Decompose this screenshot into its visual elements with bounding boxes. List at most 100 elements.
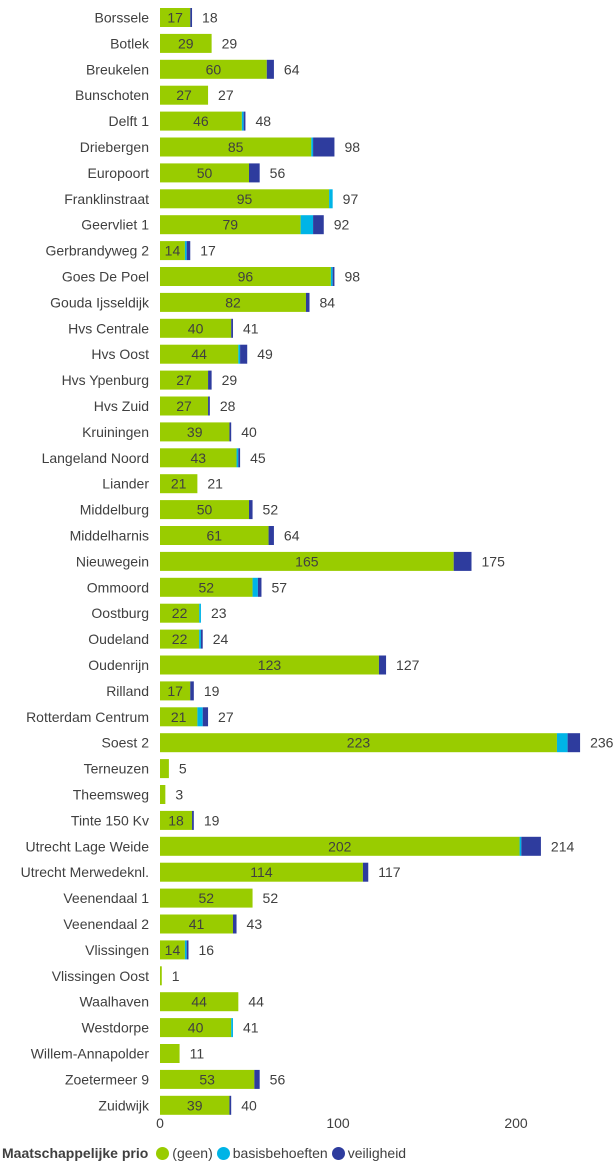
bar-segment-geen [160,1069,255,1089]
data-label: 39 [187,424,203,440]
bar-segment-geen [160,888,253,908]
bar-segment-veiligheid [249,500,253,520]
category-label: Veenendaal 2 [63,916,149,932]
bar-segment-veiligheid [332,267,335,286]
legend-item-basisbehoeften[interactable]: basisbehoeften [216,1145,328,1161]
category-label: Liander [102,476,149,492]
data-label: 44 [191,346,207,362]
legend-item-veiligheid[interactable]: veiligheid [331,1145,406,1161]
bar-segment-veiligheid [231,318,233,338]
total-label: 5 [179,761,187,777]
bar-segment-veiligheid [240,344,248,364]
bar-segment-basisbehoeften [184,940,187,960]
data-label: 18 [168,812,184,828]
bar-segment-veiligheid [305,292,310,312]
bar-segment-basisbehoeften [231,1018,233,1038]
bar-segment-basisbehoeften [184,241,187,261]
data-label: 22 [172,631,188,647]
total-label: 97 [343,191,359,207]
data-label: 27 [176,398,192,414]
data-label: 82 [225,294,241,310]
bar-segment-geen [160,318,232,338]
legend-dot-icon [156,1146,170,1160]
category-label: Vlissingen [85,942,149,958]
category-label: Terneuzen [84,761,149,777]
total-label: 92 [334,217,350,233]
bar-segment-geen [160,8,191,27]
total-label: 84 [320,294,336,310]
data-label: 29 [178,35,194,51]
category-label: Franklinstraat [64,191,149,207]
legend-item-geen[interactable]: (geen) [156,1145,213,1161]
bar-segment-geen [160,629,200,649]
category-label: Oostburg [91,605,149,621]
bar-segment-veiligheid [190,8,193,27]
category-label: Hvs Oost [91,346,149,362]
data-label: 17 [167,10,183,26]
total-label: 44 [248,994,264,1010]
category-label: Ommoord [87,579,149,595]
bar-segment-veiligheid [378,655,387,675]
total-label: 214 [551,838,575,854]
bar-segment-geen [160,733,557,753]
total-label: 56 [270,1071,286,1087]
total-label: 3 [175,787,183,803]
bar-segment-geen [160,33,212,53]
total-label: 41 [243,1020,259,1036]
legend: Maatschappelijke prio (geen) basisbehoef… [2,1145,410,1161]
total-label: 1 [172,968,180,984]
total-label: 40 [241,1097,257,1113]
bar-segment-basisbehoeften [197,707,203,727]
bar-segment-veiligheid [268,526,274,545]
total-label: 29 [222,372,238,388]
bar-segment-veiligheid [192,810,194,830]
bar-segment-veiligheid [362,862,369,882]
bar-segment-geen [160,370,209,390]
category-label: Goes De Poel [62,269,149,285]
bar-segment-geen [160,655,379,675]
total-label: 40 [241,424,257,440]
bar-segment-veiligheid [453,551,472,571]
data-label: 21 [171,709,187,725]
bar-segment-veiligheid [232,914,237,934]
total-label: 57 [271,579,287,595]
total-label: 49 [257,346,273,362]
bar-segment-geen [160,707,198,727]
bar-segment-basisbehoeften [238,344,241,364]
category-label: Soest 2 [102,735,150,751]
bar-segment-veiligheid [229,1095,232,1115]
category-label: Europoort [88,165,150,181]
bar-segment-geen [160,551,454,571]
total-label: 11 [190,1046,205,1062]
total-label: 27 [218,709,234,725]
bar-segment-geen [160,836,520,856]
legend-dot-icon [331,1146,345,1160]
category-label: Driebergen [80,139,149,155]
bar-segment-basisbehoeften [519,836,522,856]
bar-segment-geen [160,862,363,882]
bar-segment-geen [160,85,209,105]
category-label: Hvs Zuid [94,398,149,414]
x-tick-label: 100 [326,1115,350,1131]
total-label: 19 [204,812,220,828]
bar-segment-veiligheid [186,241,191,261]
bar-segment-geen [160,681,191,701]
data-label: 53 [199,1071,215,1087]
total-label: 52 [263,890,279,906]
data-label: 61 [207,528,223,544]
data-label: 96 [238,269,254,285]
total-label: 236 [590,735,613,751]
bar-segment-geen [160,111,242,131]
category-label: Geervliet 1 [81,217,149,233]
category-label: Oudeland [88,631,149,647]
bar-segment-veiligheid [313,137,335,157]
legend-title: Maatschappelijke prio [2,1145,149,1161]
bar-segment-geen [160,189,330,209]
bar-segment-geen [160,810,193,830]
data-label: 95 [237,191,253,207]
category-label: Utrecht Merwedeknl. [21,864,149,880]
bar-segment-veiligheid [186,940,189,960]
legend-label: basisbehoeften [232,1145,328,1161]
total-label: 175 [482,553,506,569]
